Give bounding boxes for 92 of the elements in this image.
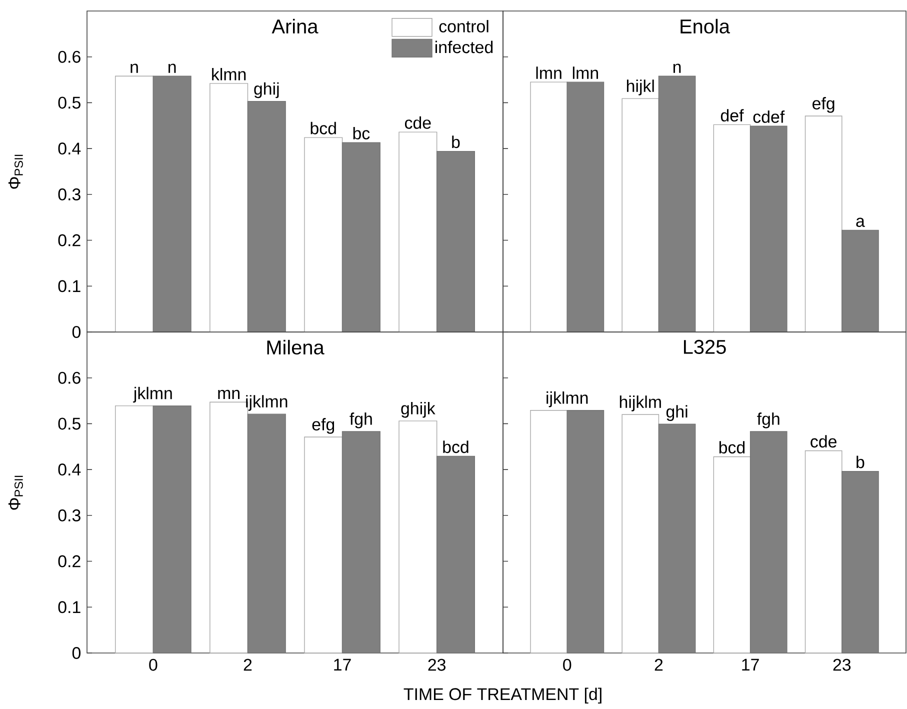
- x-tick-label: 17: [742, 658, 759, 670]
- chart-title: L325: [684, 340, 726, 354]
- bar: [713, 124, 751, 332]
- bar: [115, 405, 154, 654]
- data-label: ijklmn: [246, 395, 288, 411]
- bar: [247, 100, 286, 332]
- y-tick-label: 0.6: [58, 372, 80, 384]
- bar: [530, 82, 568, 332]
- data-label: cde: [810, 435, 836, 448]
- bar: [622, 98, 660, 332]
- chart-title: Arina: [272, 18, 318, 34]
- bar: [804, 116, 842, 332]
- bar: [566, 82, 604, 332]
- bar: [842, 471, 879, 654]
- data-label: klmn: [212, 68, 246, 80]
- bar: [842, 230, 879, 332]
- y-tick-label: 0.4: [58, 142, 81, 155]
- chart-title: Milena: [267, 340, 324, 355]
- x-tick-label: 23: [428, 658, 446, 671]
- x-tick-label: 23: [833, 658, 851, 671]
- data-label: efg: [312, 418, 334, 434]
- bar: [804, 450, 842, 654]
- data-label: a: [856, 218, 865, 227]
- legend-label: control: [439, 20, 488, 32]
- data-label: ijklmn: [546, 391, 588, 408]
- x-tick-label: 0: [563, 658, 572, 671]
- data-label: mn: [218, 390, 240, 399]
- bar: [247, 414, 286, 654]
- data-label: def: [720, 109, 744, 122]
- y-tick-label: 0: [72, 326, 81, 338]
- x-tick-label: 0: [149, 658, 158, 671]
- bar: [152, 405, 192, 654]
- bar: [566, 410, 604, 654]
- y-tick-label: 0.1: [58, 280, 80, 292]
- x-axis-title: TIME OF TREATMENT [d]: [404, 688, 602, 704]
- bar: [398, 420, 438, 654]
- y-tick-label: 0.4: [58, 464, 81, 476]
- bar: [530, 410, 568, 654]
- bar: [115, 76, 154, 332]
- data-label: n: [673, 64, 681, 73]
- y-axis-title: Φ$_{PSII}$: [8, 154, 23, 189]
- data-label: lmn: [536, 66, 562, 79]
- data-label: fgh: [757, 412, 780, 428]
- data-label: lmn: [572, 66, 598, 79]
- bar: [342, 431, 380, 654]
- data-label: cde: [404, 116, 431, 129]
- y-tick-label: 0.5: [58, 96, 80, 109]
- bar: [658, 424, 696, 654]
- x-tick-label: 2: [654, 658, 663, 671]
- data-label: hijkl: [626, 80, 654, 96]
- data-label: bcd: [310, 122, 336, 134]
- bar: [304, 436, 343, 654]
- x-tick-label: 17: [334, 658, 351, 670]
- bar: [436, 456, 475, 654]
- data-label: ghij: [254, 82, 279, 98]
- x-tick-label: 2: [244, 658, 252, 671]
- data-label: n: [168, 64, 176, 73]
- data-label: ghi: [666, 405, 688, 421]
- bar: [304, 137, 343, 332]
- y-tick-label: 0.6: [58, 50, 80, 63]
- bar: [713, 456, 751, 654]
- bar: [398, 132, 438, 332]
- bar: [750, 431, 788, 654]
- data-label: b: [856, 456, 864, 468]
- bar: [622, 414, 660, 654]
- y-axis-title: Φ$_{PSII}$: [8, 476, 23, 510]
- data-label: n: [130, 64, 138, 73]
- data-label: efg: [812, 97, 834, 113]
- y-tick-label: 0: [72, 646, 81, 659]
- data-label: hijklm: [620, 396, 661, 412]
- data-label: fgh: [350, 412, 372, 428]
- bar: [658, 76, 696, 332]
- y-tick-label: 0.5: [58, 418, 80, 430]
- bar: [750, 126, 788, 332]
- bar: [342, 142, 380, 332]
- data-label: jklmn: [133, 386, 172, 403]
- y-tick-label: 0.3: [58, 509, 80, 522]
- bar: [436, 150, 475, 332]
- chart-title: Enola: [680, 18, 730, 34]
- data-label: bcd: [443, 440, 468, 454]
- y-tick-label: 0.2: [58, 555, 80, 568]
- legend-label: infected: [435, 40, 493, 54]
- y-tick-label: 0.3: [58, 188, 80, 200]
- bar: [152, 76, 192, 332]
- y-tick-label: 0.2: [58, 234, 80, 246]
- bar: [210, 83, 248, 332]
- data-label: bc: [353, 126, 370, 140]
- data-label: cdef: [753, 110, 785, 123]
- y-tick-label: 0.1: [58, 601, 80, 614]
- data-label: b: [452, 136, 460, 148]
- data-label: ghijk: [401, 402, 436, 418]
- data-label: bcd: [719, 441, 745, 454]
